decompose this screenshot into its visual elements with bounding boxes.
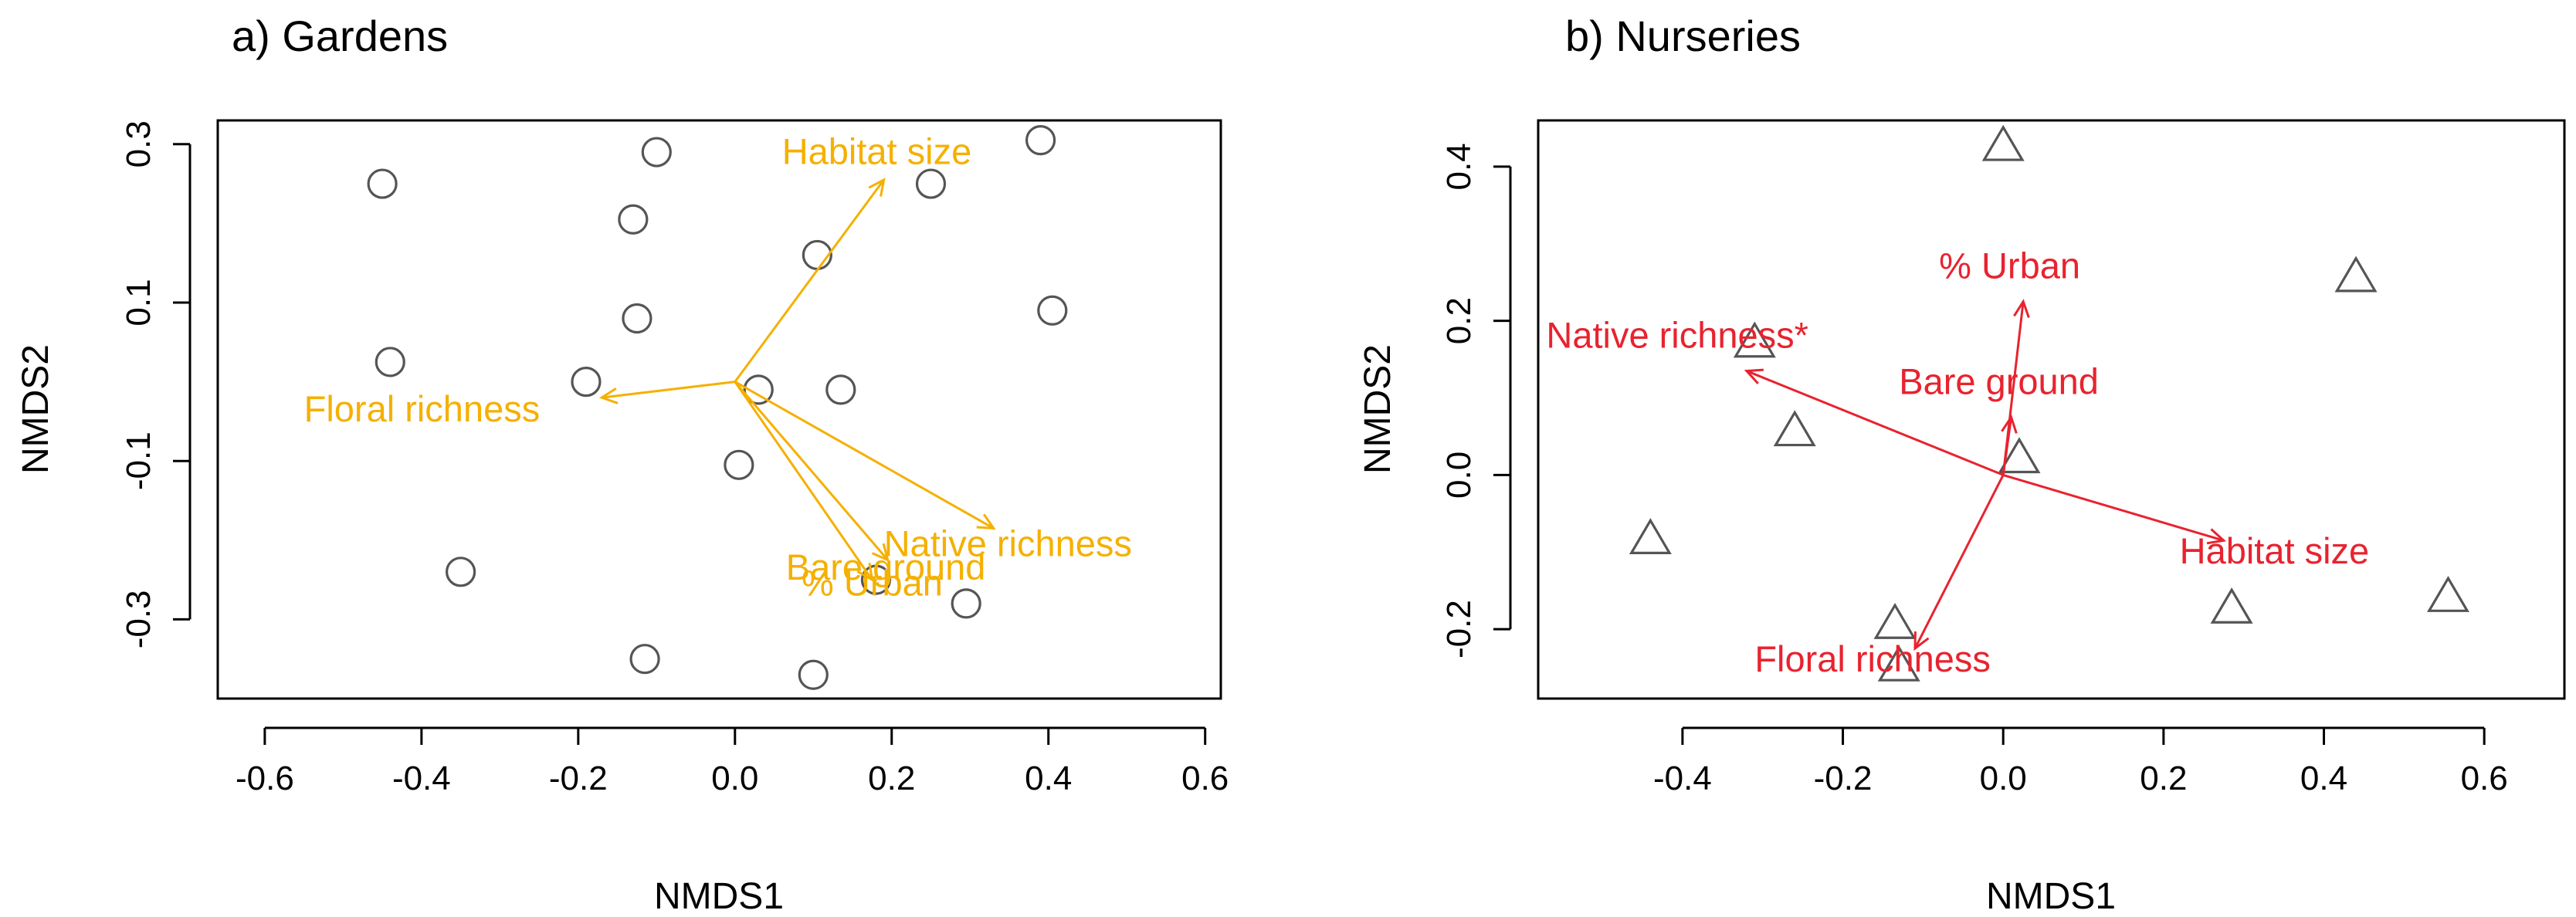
panel-nurseries: b) Nurseries -0.4 -0.2 0.0 0.2 0.4 0.6 -0.2 0.… (1357, 12, 2566, 917)
vector-label: Bare ground (1899, 361, 2099, 402)
plot-area-gardens (216, 119, 1222, 700)
vector-arrow-head (856, 563, 874, 582)
vector-arrow-line (1746, 370, 2004, 476)
x-tick-label: 0.6 (1181, 760, 1229, 797)
y-tick-label: 0.4 (1440, 143, 1478, 190)
vector-label: % Urban (1939, 245, 2080, 286)
site-point-circle (641, 137, 672, 167)
x-axis-gardens: -0.6 -0.4 -0.2 0.0 0.2 0.4 0.6 (236, 726, 1229, 797)
vectors-gardens: Habitat size Floral richness Native richne… (304, 130, 1132, 603)
y-axis-gardens: -0.3 -0.1 0.1 0.3 (120, 120, 192, 648)
y-tick-label: 0.2 (1440, 297, 1478, 344)
site-point-circle (367, 168, 398, 199)
vector-arrow-line (602, 381, 735, 399)
vector-arrow-line (1913, 474, 2005, 649)
site-point-circle (743, 374, 774, 405)
x-tick-label: 0.4 (1025, 760, 1072, 797)
site-point-circle (951, 588, 981, 619)
site-point-circle (860, 564, 892, 595)
vector-label: Native richness* (1546, 315, 1808, 356)
vector-label: Floral richness (304, 388, 541, 429)
x-tick-label: 0.4 (2300, 760, 2347, 797)
y-axis-title-nurseries: NMDS2 (1357, 344, 1398, 474)
y-axis-nurseries: -0.2 0.0 0.2 0.4 (1440, 143, 1512, 658)
y-tick-label: 0.1 (120, 279, 158, 326)
vector-label: Native richness (884, 523, 1132, 563)
site-point-circle (825, 374, 856, 405)
plot-area-nurseries (1537, 119, 2566, 700)
y-tick-label: -0.2 (1440, 600, 1478, 658)
site-point-circle (724, 449, 754, 480)
site-point-circle (915, 168, 947, 199)
panel-title-gardens: a) Gardens (232, 12, 448, 60)
site-point-triangle (1773, 410, 1816, 447)
site-point-triangle (2210, 587, 2253, 624)
site-point-circle (1037, 295, 1068, 326)
panel-title-nurseries: b) Nurseries (1565, 12, 1801, 60)
vector-arrow-head (2001, 415, 2018, 434)
x-tick-label: -0.6 (236, 760, 294, 797)
vector-arrow-head (868, 178, 886, 197)
site-point-triangle (1733, 321, 1776, 358)
x-tick-label: 0.6 (2461, 760, 2508, 797)
vector-arrow-head (1744, 368, 1764, 384)
vector-arrow-head (976, 513, 996, 530)
site-point-circle (629, 644, 660, 675)
site-point-triangle (1877, 645, 1920, 682)
site-point-triangle (1873, 602, 1917, 639)
x-tick-label: 0.2 (868, 760, 915, 797)
x-tick-label: -0.4 (392, 760, 451, 797)
vectors-nurseries: % Urban Native richness* Bare ground Habita… (1546, 245, 2369, 679)
vector-arrow-line (2002, 473, 2225, 542)
vector-label: Habitat size (2180, 530, 2370, 571)
site-point-circle (375, 347, 405, 377)
y-tick-label: 0.0 (1440, 452, 1478, 499)
x-tick-label: -0.4 (1653, 760, 1712, 797)
vector-arrow-head (598, 387, 619, 404)
site-point-circle (1025, 125, 1056, 156)
x-tick-label: 0.0 (711, 760, 758, 797)
vector-label: Habitat size (782, 130, 972, 171)
site-point-circle (798, 659, 829, 690)
vector-arrow-line (734, 381, 995, 530)
vector-label: Bare ground (786, 546, 986, 587)
x-axis-title-nurseries: NMDS1 (1986, 876, 2116, 917)
points-nurseries (1629, 124, 2469, 682)
vector-arrow-line (734, 381, 873, 580)
y-axis-title-gardens: NMDS2 (15, 344, 56, 474)
vector-arrow-head (2013, 299, 2030, 318)
vector-arrow-line (734, 381, 889, 561)
y-tick-label: -0.3 (120, 590, 158, 648)
vector-arrow-line (2001, 417, 2013, 475)
vector-arrow-head (1913, 631, 1930, 651)
x-axis-title-gardens: NMDS1 (654, 876, 784, 917)
site-point-triangle (2334, 255, 2378, 293)
y-tick-label: 0.3 (120, 120, 158, 167)
panel-gardens: a) Gardens -0.6 -0.4 -0.2 0.0 0.2 0.4 0.6 -0.3… (15, 12, 1229, 917)
site-point-circle (446, 557, 476, 587)
x-axis-nurseries: -0.4 -0.2 0.0 0.2 0.4 0.6 (1653, 726, 2508, 797)
site-point-triangle (1629, 518, 1672, 554)
vector-arrow-head (871, 543, 890, 563)
site-point-circle (571, 366, 602, 398)
vector-arrow-line (734, 179, 885, 383)
site-point-triangle (2426, 576, 2469, 612)
site-point-triangle (1998, 437, 2041, 474)
x-tick-label: 0.2 (2140, 760, 2187, 797)
x-tick-label: -0.2 (1814, 760, 1873, 797)
site-point-circle (618, 204, 649, 235)
vector-label: % Urban (802, 563, 943, 604)
x-tick-label: -0.2 (549, 760, 608, 797)
site-point-circle (622, 303, 652, 334)
vector-label: Floral richness (1754, 638, 1991, 679)
site-point-triangle (1981, 124, 2025, 161)
vector-arrow-head (2206, 528, 2227, 545)
x-tick-label: 0.0 (1980, 760, 2027, 797)
y-tick-label: -0.1 (120, 431, 158, 490)
